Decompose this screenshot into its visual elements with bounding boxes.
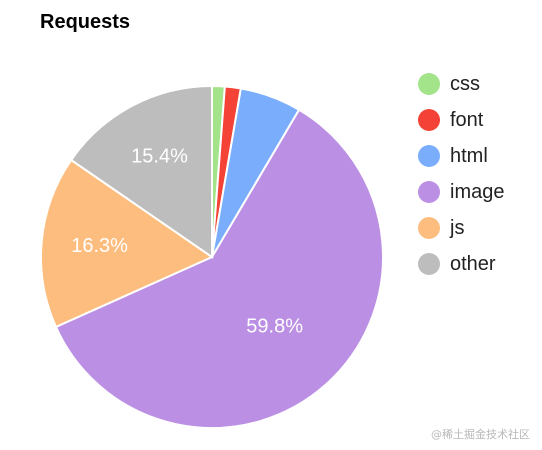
chart-title: Requests (40, 11, 131, 33)
legend-label-image: image (450, 180, 505, 203)
legend-item-other: other (418, 246, 504, 282)
legend-item-image: image (418, 174, 504, 210)
legend-swatch-other (418, 253, 440, 275)
legend-swatch-html (418, 145, 440, 167)
chart-legend: css font html image js other (418, 66, 504, 282)
watermark: @稀土掘金技术社区 (431, 428, 530, 441)
legend-label-html: html (450, 144, 488, 167)
legend-label-js: js (450, 216, 465, 239)
data-label-image: 59.8% (246, 315, 303, 337)
legend-label-other: other (450, 252, 496, 275)
legend-label-css: css (450, 72, 480, 95)
legend-item-font: font (418, 102, 504, 138)
legend-swatch-font (418, 109, 440, 131)
legend-swatch-js (418, 217, 440, 239)
pie-slice-other (69, 84, 213, 259)
data-label-other: 15.4% (131, 145, 188, 167)
pie-slice-image (54, 108, 384, 429)
legend-item-js: js (418, 210, 504, 246)
legend-item-html: html (418, 138, 504, 174)
legend-swatch-image (418, 181, 440, 203)
legend-swatch-css (418, 73, 440, 95)
data-label-js: 16.3% (71, 235, 128, 257)
legend-item-css: css (418, 66, 504, 102)
pie-slice-js (40, 158, 215, 329)
legend-label-font: font (450, 108, 484, 131)
